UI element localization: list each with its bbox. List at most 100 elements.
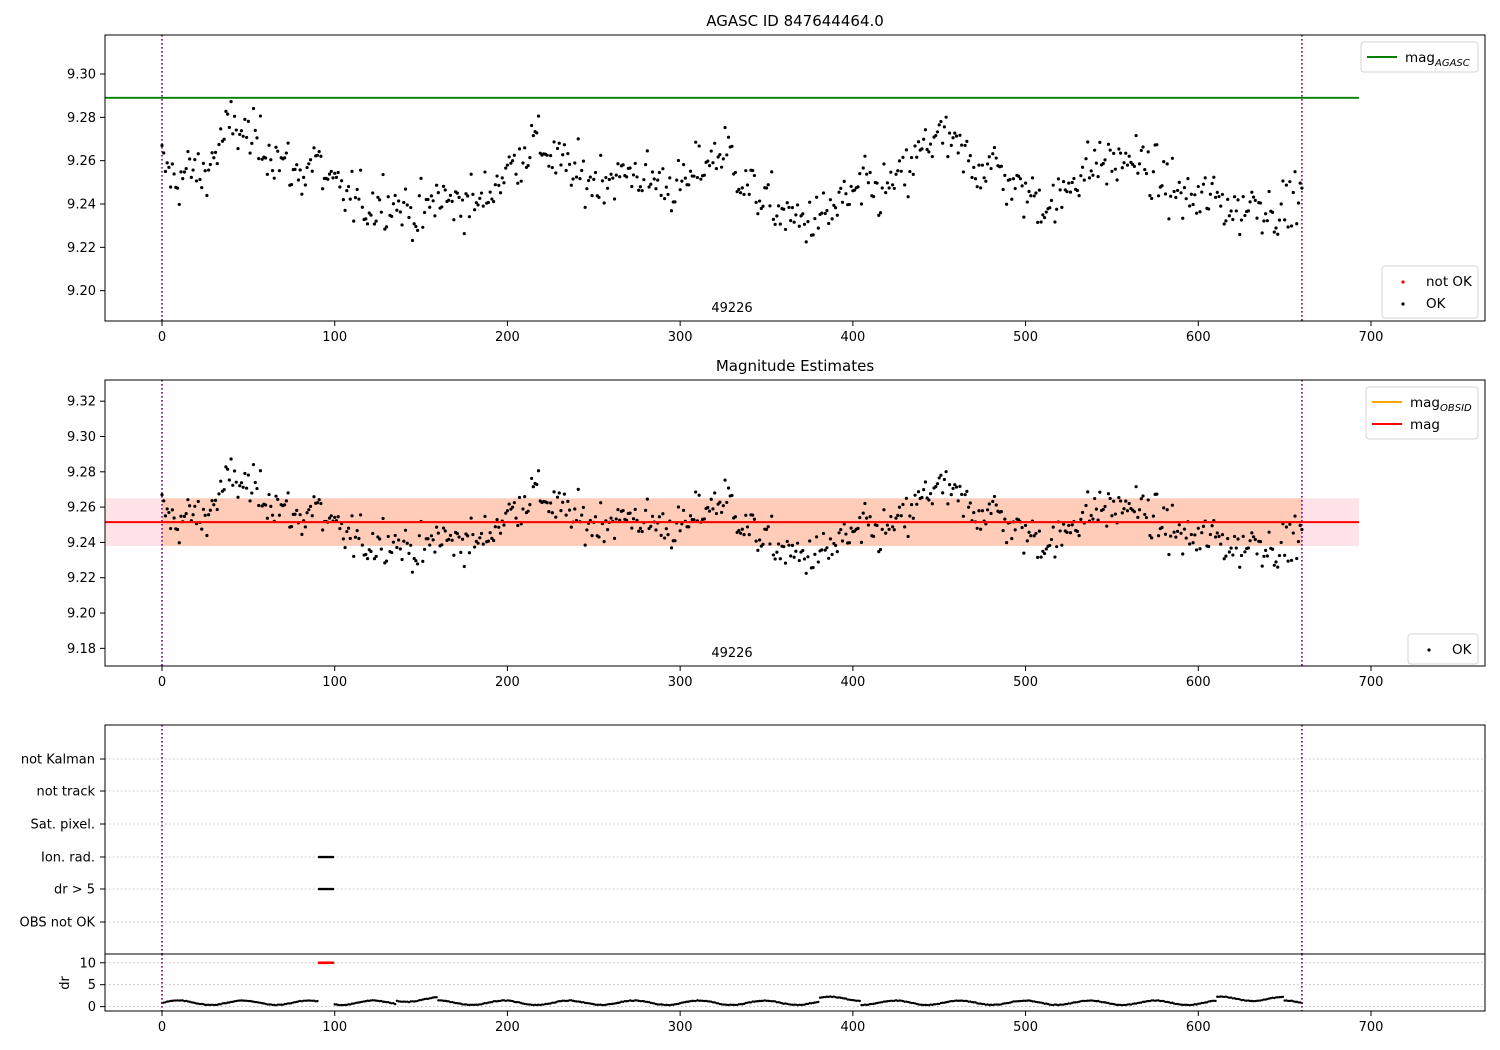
dr-point — [241, 999, 245, 1002]
data-point — [165, 507, 169, 511]
data-point — [759, 206, 763, 211]
dr-point — [478, 1003, 481, 1006]
data-point — [930, 502, 934, 506]
data-point — [999, 164, 1003, 168]
data-point — [1055, 545, 1059, 549]
dr-point — [932, 1003, 936, 1006]
data-point — [916, 140, 921, 144]
data-point — [1298, 523, 1302, 527]
data-point — [574, 175, 579, 179]
x-tick-label: 500 — [1013, 675, 1038, 690]
data-point — [782, 545, 786, 549]
data-point — [859, 540, 864, 545]
data-point — [193, 504, 197, 508]
dr-point — [558, 1000, 561, 1003]
data-point — [412, 222, 416, 226]
data-point — [707, 509, 712, 513]
data-point — [654, 187, 658, 191]
data-point — [1217, 194, 1221, 199]
data-point — [1234, 546, 1238, 550]
data-point — [1041, 213, 1045, 217]
data-point — [265, 516, 269, 520]
data-point — [599, 153, 603, 157]
data-point — [1098, 140, 1102, 144]
data-point — [908, 514, 912, 518]
data-point — [922, 137, 926, 141]
dr-point — [279, 1003, 283, 1006]
dr-point — [699, 999, 703, 1002]
data-point — [985, 162, 990, 166]
dr-y-axis: 0 5 10 — [79, 956, 105, 1015]
data-point — [241, 485, 245, 489]
data-point — [170, 162, 174, 166]
data-point — [742, 192, 746, 197]
data-point — [1243, 550, 1247, 554]
data-point — [726, 135, 731, 139]
data-point — [625, 518, 629, 522]
data-point — [234, 128, 238, 132]
data-point — [346, 526, 351, 530]
data-point — [835, 549, 839, 554]
data-point — [675, 178, 679, 182]
flags-area — [105, 725, 1485, 954]
data-point — [785, 201, 789, 205]
data-point — [733, 515, 738, 519]
data-point — [1227, 214, 1231, 218]
dr-point — [732, 1003, 735, 1007]
data-point — [1272, 230, 1276, 234]
data-point — [941, 491, 945, 495]
data-point — [234, 480, 238, 484]
y-tick-label: 9.26 — [67, 501, 96, 516]
dr-point — [936, 1002, 939, 1006]
legend-box — [1365, 386, 1479, 440]
data-point — [1041, 549, 1045, 553]
flag-labels: not Kalman not track Sat. pixel. Ion. rad. d… — [20, 753, 105, 931]
dr-point — [551, 1001, 554, 1004]
data-point — [412, 556, 416, 561]
x-tick-label: 700 — [1359, 1020, 1384, 1035]
dr-point — [544, 1002, 547, 1006]
data-point — [1258, 540, 1263, 544]
data-point — [303, 183, 307, 187]
dr-point — [1136, 1001, 1140, 1005]
data-point — [954, 485, 959, 489]
data-point — [272, 176, 276, 180]
data-point — [1296, 201, 1301, 205]
data-point — [947, 131, 952, 135]
data-point — [1039, 555, 1043, 559]
data-point — [1053, 220, 1057, 224]
dr-point — [577, 1000, 580, 1003]
dr-point — [217, 1003, 221, 1006]
data-point — [849, 526, 853, 530]
data-point — [495, 518, 499, 522]
data-point — [789, 554, 793, 558]
data-point — [205, 193, 209, 198]
data-point — [523, 146, 527, 150]
data-point — [718, 500, 722, 504]
data-point — [1174, 195, 1178, 200]
data-point — [483, 170, 487, 174]
dr-point — [483, 1001, 487, 1005]
data-point — [1027, 189, 1031, 194]
data-point — [827, 556, 831, 560]
data-point — [585, 187, 589, 191]
dr-point — [1281, 995, 1285, 999]
y-tick-label: 9.24 — [67, 536, 96, 551]
dr-point — [1286, 999, 1290, 1003]
dr-point — [1145, 1000, 1148, 1003]
data-point — [837, 531, 841, 535]
data-point — [284, 151, 288, 155]
data-point — [953, 483, 957, 487]
data-point — [405, 541, 409, 545]
data-point — [286, 141, 290, 145]
data-point — [916, 490, 921, 494]
data-point — [177, 202, 181, 207]
data-point — [885, 181, 890, 185]
x-axis: 0 100 200 300 400 500 600 700 — [158, 321, 1383, 345]
data-point — [1213, 535, 1218, 539]
x-tick-label: 600 — [1186, 1020, 1211, 1035]
dr-point — [623, 999, 627, 1003]
data-point — [1189, 192, 1193, 196]
data-point — [832, 203, 836, 207]
data-point — [274, 145, 278, 149]
